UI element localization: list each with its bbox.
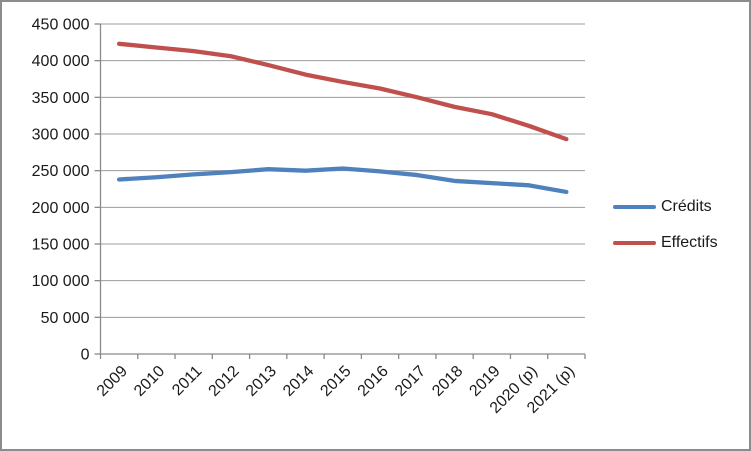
y-axis-tick-label: 150 000 — [32, 237, 90, 254]
x-axis-tick-label: 2014 — [280, 363, 317, 400]
x-axis-tick-label: 2017 — [392, 363, 429, 400]
legend-item-effectifs: Effectifs — [613, 234, 718, 252]
y-axis-tick-label: 250 000 — [32, 163, 90, 180]
x-axis-tick-label: 2013 — [243, 363, 280, 400]
y-axis-tick-label: 300 000 — [32, 127, 90, 144]
legend-label-credits: Crédits — [661, 198, 712, 215]
x-axis-tick-label: 2009 — [94, 363, 131, 400]
x-axis-tick-label: 2016 — [355, 363, 392, 400]
y-axis-tick-label: 400 000 — [32, 53, 90, 70]
y-axis-tick-label: 100 000 — [32, 273, 90, 290]
legend: Crédits Effectifs — [613, 198, 718, 252]
legend-item-credits: Crédits — [613, 198, 718, 216]
y-axis-tick-label: 450 000 — [32, 17, 90, 34]
x-axis-tick-label: 2011 — [169, 363, 205, 399]
series-line-effectifs — [116, 41, 569, 142]
series-line-credits — [116, 166, 569, 195]
legend-label-effectifs: Effectifs — [661, 234, 718, 251]
x-axis-tick-label: 2015 — [317, 363, 354, 400]
x-axis-tick-label: 2018 — [429, 363, 466, 400]
x-axis-tick-label: 2010 — [131, 363, 168, 400]
x-axis-tick-label: 2012 — [206, 363, 243, 400]
effectifs-line-swatch — [613, 240, 656, 246]
credits-line-swatch — [613, 204, 656, 210]
y-axis-tick-label: 350 000 — [32, 90, 90, 107]
y-axis-tick-label: 200 000 — [32, 200, 90, 217]
y-axis-tick-label: 0 — [81, 347, 90, 364]
y-axis-tick-label: 50 000 — [41, 310, 90, 327]
